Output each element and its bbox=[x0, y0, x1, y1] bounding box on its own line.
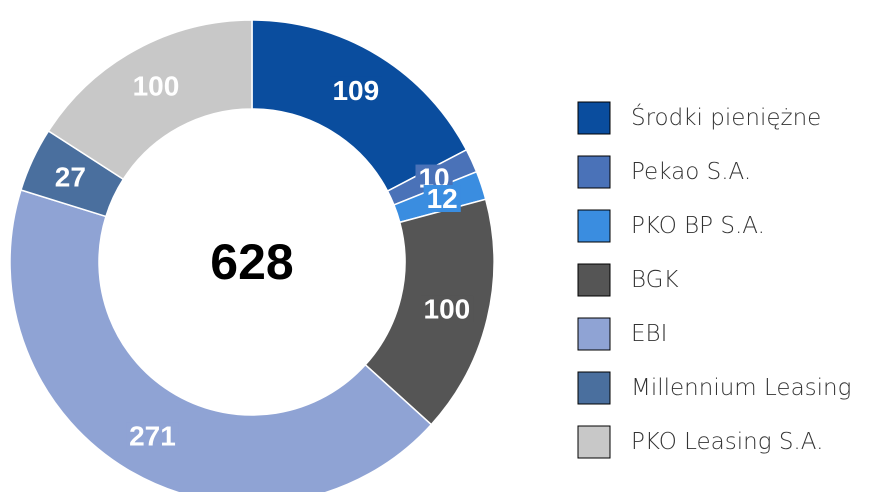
legend-label: EBI bbox=[631, 321, 667, 347]
legend-label: PKO Leasing S.A. bbox=[631, 429, 823, 455]
center-total: 628 bbox=[210, 234, 293, 290]
legend-swatch bbox=[577, 263, 611, 297]
legend-swatch bbox=[577, 209, 611, 243]
legend-swatch bbox=[577, 371, 611, 405]
data-label: 100 bbox=[133, 70, 180, 101]
data-label: 27 bbox=[55, 162, 86, 193]
donut-slice bbox=[9, 189, 433, 492]
legend-label: Millennium Leasing bbox=[631, 375, 851, 401]
legend-swatch bbox=[577, 155, 611, 189]
data-label-bg bbox=[423, 185, 461, 213]
data-label: 12 bbox=[427, 183, 458, 214]
legend-label: PKO BP S.A. bbox=[631, 213, 765, 239]
legend-label: Środki pieniężne bbox=[631, 103, 821, 131]
data-label-bg bbox=[51, 163, 89, 191]
data-label-bg bbox=[329, 76, 383, 104]
legend-swatch bbox=[577, 317, 611, 351]
legend-swatch bbox=[577, 425, 611, 459]
donut-slice bbox=[47, 19, 253, 181]
data-label-bg bbox=[129, 72, 183, 100]
data-label: 100 bbox=[424, 294, 471, 325]
data-label-bg bbox=[420, 295, 474, 323]
data-label: 109 bbox=[332, 75, 379, 106]
legend-label: Pekao S.A. bbox=[631, 159, 751, 185]
legend-label: BGK bbox=[631, 267, 679, 293]
legend-swatch bbox=[577, 101, 611, 135]
data-label-bg bbox=[126, 422, 179, 450]
data-label: 271 bbox=[129, 421, 176, 452]
